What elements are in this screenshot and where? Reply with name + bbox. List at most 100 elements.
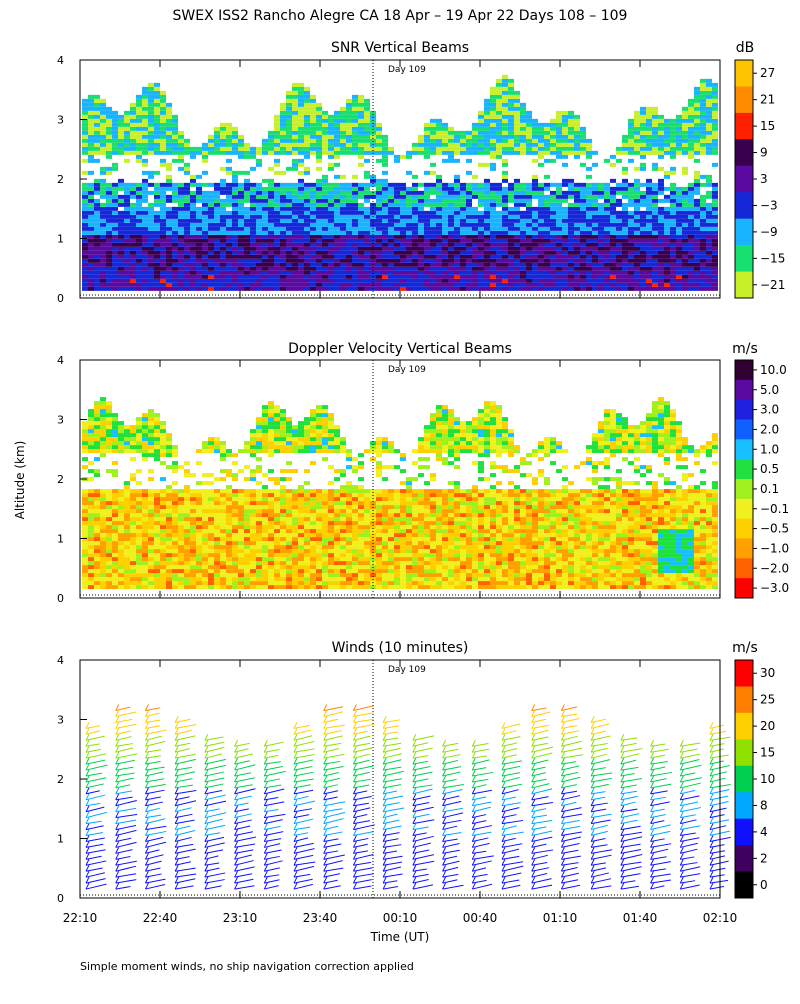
snr-cell — [406, 195, 412, 199]
snr-cell — [388, 255, 394, 259]
snr-cell — [580, 187, 586, 191]
snr-cell — [316, 283, 322, 287]
snr-cell — [712, 99, 718, 103]
snr-cell — [262, 243, 268, 247]
snr-cell — [124, 239, 130, 243]
snr-cell — [238, 227, 244, 231]
snr-cell — [244, 283, 250, 287]
snr-cell — [376, 279, 382, 283]
snr-cell — [148, 119, 154, 123]
snr-cell — [670, 207, 676, 211]
snr-cell — [604, 187, 610, 191]
snr-cell — [304, 87, 310, 91]
snr-cell — [310, 115, 316, 119]
doppler-cell — [196, 585, 202, 589]
snr-cell — [124, 251, 130, 255]
doppler-cell — [106, 573, 112, 577]
snr-cell — [550, 231, 556, 235]
snr-cell — [358, 95, 364, 99]
snr-cell — [664, 271, 670, 275]
snr-cell — [406, 251, 412, 255]
snr-cell — [448, 243, 454, 247]
doppler-cell — [154, 437, 160, 441]
snr-cell — [148, 275, 154, 279]
snr-cell — [172, 183, 178, 187]
snr-cell — [196, 251, 202, 255]
snr-cell — [352, 255, 358, 259]
snr-cell — [400, 279, 406, 283]
snr-cell — [106, 223, 112, 227]
snr-cell — [322, 123, 328, 127]
snr-cell — [316, 287, 322, 291]
snr-cell — [286, 267, 292, 271]
snr-cell — [148, 287, 154, 291]
snr-cell — [406, 207, 412, 211]
y-tick-label: 2 — [57, 173, 64, 186]
snr-cell — [196, 271, 202, 275]
snr-cell — [100, 115, 106, 119]
doppler-cell — [112, 493, 118, 497]
snr-cell — [292, 87, 298, 91]
doppler-cell — [148, 541, 154, 545]
doppler-cell — [226, 485, 232, 489]
snr-cell — [508, 147, 514, 151]
snr-cell — [154, 127, 160, 131]
snr-cell — [484, 127, 490, 131]
doppler-cell — [82, 465, 88, 469]
snr-cell — [358, 115, 364, 119]
snr-cell — [388, 151, 394, 155]
snr-cell — [502, 219, 508, 223]
snr-cell — [106, 251, 112, 255]
doppler-cell — [178, 509, 184, 513]
doppler-cell — [166, 493, 172, 497]
doppler-cell — [118, 505, 124, 509]
snr-cell — [448, 227, 454, 231]
snr-cell — [160, 147, 166, 151]
snr-cell — [484, 287, 490, 291]
doppler-cell — [124, 449, 130, 453]
snr-cell — [136, 107, 142, 111]
snr-cell — [130, 203, 136, 207]
doppler-cell — [88, 497, 94, 501]
snr-cell — [478, 255, 484, 259]
snr-cell — [676, 263, 682, 267]
doppler-cell — [154, 565, 160, 569]
snr-cell — [442, 267, 448, 271]
doppler-cell — [100, 433, 106, 437]
snr-cell — [622, 271, 628, 275]
snr-cell — [274, 267, 280, 271]
snr-cell — [622, 275, 628, 279]
snr-cell — [118, 139, 124, 143]
doppler-cell — [106, 553, 112, 557]
snr-cell — [136, 247, 142, 251]
snr-cell — [682, 147, 688, 151]
snr-cell — [232, 263, 238, 267]
snr-cell — [154, 227, 160, 231]
figure-title: SWEX ISS2 Rancho Alegre CA 18 Apr – 19 A… — [173, 8, 628, 24]
snr-cell — [580, 243, 586, 247]
doppler-cell — [220, 529, 226, 533]
snr-cell — [436, 143, 442, 147]
snr-cell — [214, 227, 220, 231]
snr-cell — [328, 131, 334, 135]
snr-cell — [274, 131, 280, 135]
snr-cell — [100, 123, 106, 127]
snr-cell — [166, 283, 172, 287]
snr-cell — [484, 115, 490, 119]
snr-cell — [478, 263, 484, 267]
doppler-cell — [214, 449, 220, 453]
snr-cell — [262, 187, 268, 191]
snr-cell — [394, 183, 400, 187]
snr-cell — [640, 167, 646, 171]
snr-cell — [670, 259, 676, 263]
snr-cell — [508, 103, 514, 107]
snr-cell — [280, 135, 286, 139]
snr-cell — [292, 247, 298, 251]
snr-cell — [190, 203, 196, 207]
doppler-cell — [220, 549, 226, 553]
snr-cell — [196, 235, 202, 239]
snr-cell — [508, 91, 514, 95]
snr-cell — [136, 159, 142, 163]
snr-cell — [346, 223, 352, 227]
snr-cell — [550, 215, 556, 219]
